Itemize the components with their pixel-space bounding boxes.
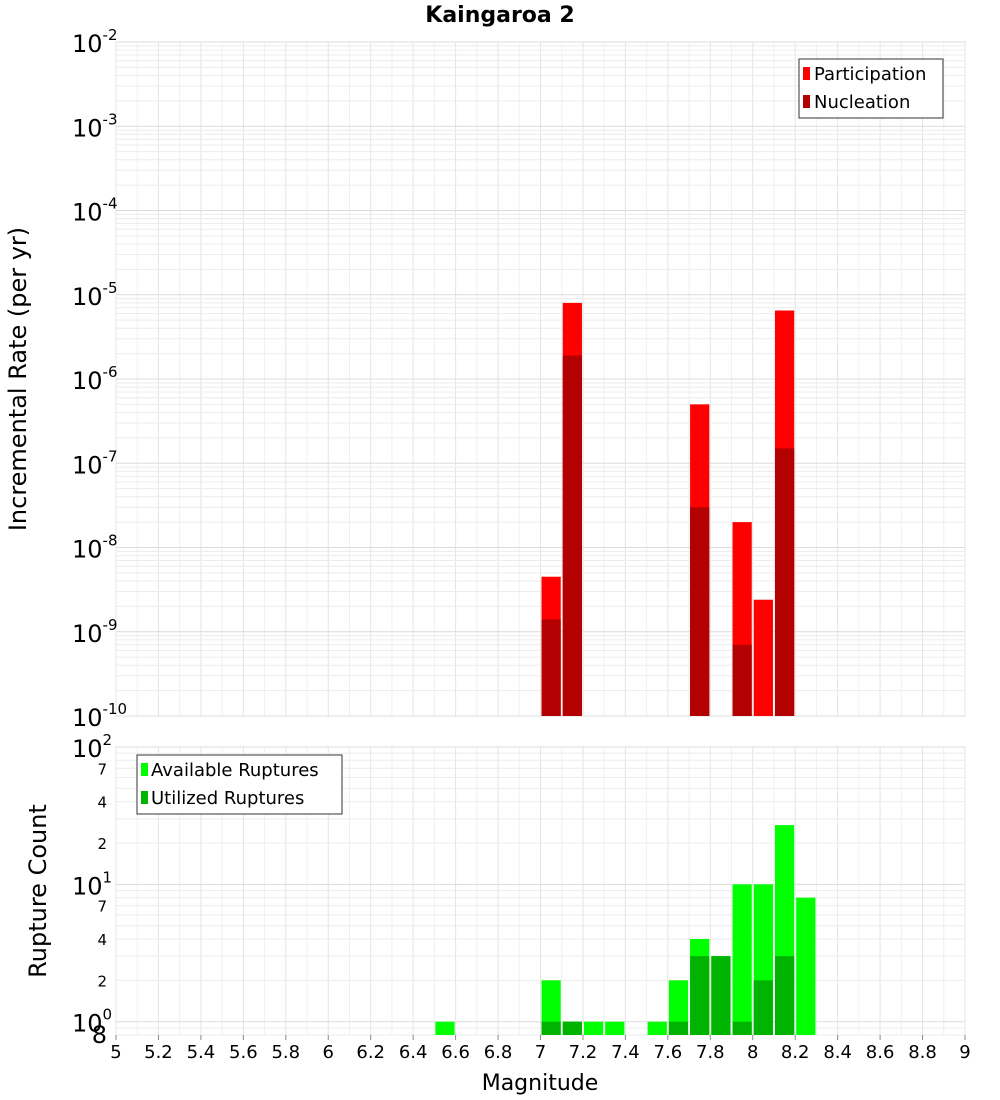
- bar: [690, 956, 710, 1035]
- x-tick-label: 9: [959, 1042, 970, 1063]
- y-minor-tick-label: 4: [97, 794, 107, 812]
- x-axis-label: Magnitude: [482, 1071, 599, 1096]
- y-tick-label: 10-8: [72, 532, 118, 564]
- y-minor-tick-label: 7: [97, 760, 107, 778]
- bar: [796, 897, 816, 1035]
- bar: [435, 1021, 455, 1035]
- top-y-axis-label: Incremental Rate (per yr): [4, 227, 32, 531]
- bottom-panel: 100 101 102 2 4 7 2 4 7 8 Rupture Count Available…: [24, 731, 966, 1049]
- x-tick-label: 5.8: [271, 1042, 300, 1063]
- x-tick-label: 8.6: [866, 1042, 895, 1063]
- y-tick-label: 10-3: [72, 110, 118, 142]
- bottom-bars: [435, 825, 816, 1035]
- bar: [774, 956, 795, 1035]
- bar: [732, 1021, 752, 1035]
- y-minor-tick-label: 8: [92, 1021, 107, 1049]
- y-tick-label: 102: [72, 731, 112, 763]
- y-tick-label: 101: [72, 868, 112, 900]
- bar: [541, 980, 561, 1035]
- bottom-legend-box: [136, 754, 343, 815]
- legend-utilized-ruptures: Utilized Ruptures: [151, 788, 304, 809]
- top-panel: 10-10 10-9 10-8 10-7 10-6 10-5 10-4 10-3 10-2 In…: [4, 26, 966, 732]
- bar: [668, 980, 689, 1035]
- bar: [562, 355, 582, 716]
- bar: [774, 448, 795, 716]
- y-tick-label: 10-6: [72, 363, 118, 395]
- x-tick-label: 5.2: [144, 1042, 173, 1063]
- bar: [732, 884, 752, 1035]
- x-tick-label: 8.2: [781, 1042, 810, 1063]
- nucleation-swatch: [803, 95, 810, 108]
- x-tick-label: 5.6: [229, 1042, 258, 1063]
- bottom-y-axis-label: Rupture Count: [24, 804, 52, 978]
- x-tick-label: 6: [323, 1042, 334, 1063]
- bar: [732, 644, 752, 716]
- x-tick-label: 7.4: [611, 1042, 640, 1063]
- x-tick-label: 5: [110, 1042, 121, 1063]
- bar: [647, 1021, 667, 1035]
- bar: [583, 1021, 604, 1035]
- x-tick-label: 6.8: [484, 1042, 513, 1063]
- x-tick-label: 7.6: [654, 1042, 683, 1063]
- y-tick-label: 10-10: [72, 700, 127, 732]
- x-tick-label: 6.4: [399, 1042, 428, 1063]
- y-tick-label: 10-7: [72, 447, 118, 479]
- chart-title: Kaingaroa 2: [425, 3, 574, 28]
- top-legend-box: [798, 58, 944, 119]
- bottom-legend: Available Ruptures Utilized Ruptures: [136, 754, 343, 815]
- x-tick-label: 5.4: [187, 1042, 216, 1063]
- top-bars: [541, 302, 795, 716]
- bar: [690, 507, 710, 716]
- x-tick-label: 8: [747, 1042, 758, 1063]
- y-tick-label: 100: [72, 1006, 112, 1038]
- x-tick-label: 6.6: [441, 1042, 470, 1063]
- bar: [753, 599, 773, 716]
- y-minor-tick-label: 7: [97, 898, 107, 916]
- bar: [605, 1021, 625, 1035]
- bar: [541, 1021, 561, 1035]
- top-y-tick-labels: 10-10 10-9 10-8 10-7 10-6 10-5 10-4 10-3 10-2: [72, 26, 127, 732]
- x-tick-labels: 5 5.2 5.4 5.6 5.8 6 6.2 6.4 6.6 6.8 7 7.2 7.4 7.6 7.8 8…: [110, 1035, 971, 1063]
- bar: [668, 1021, 689, 1035]
- y-minor-tick-label: 2: [97, 835, 107, 853]
- legend-nucleation: Nucleation: [814, 92, 910, 113]
- bar: [711, 956, 731, 1035]
- x-tick-label: 7.2: [569, 1042, 598, 1063]
- y-tick-label: 10-4: [72, 195, 118, 227]
- x-tick-label: 7: [535, 1042, 546, 1063]
- y-tick-label: 10-2: [72, 26, 118, 58]
- y-minor-tick-label: 2: [97, 972, 107, 990]
- legend-participation: Participation: [814, 64, 926, 85]
- legend-available-ruptures: Available Ruptures: [151, 760, 319, 781]
- y-tick-label: 10-9: [72, 616, 118, 648]
- utilized-swatch: [141, 791, 148, 804]
- bar: [753, 980, 773, 1035]
- top-gridlines: [115, 41, 966, 717]
- bar: [562, 1021, 582, 1035]
- participation-swatch: [803, 67, 810, 80]
- bar: [541, 619, 561, 716]
- available-swatch: [141, 763, 148, 776]
- y-tick-label: 10-5: [72, 279, 118, 311]
- top-legend: Participation Nucleation: [798, 58, 944, 119]
- y-minor-tick-label: 4: [97, 931, 107, 949]
- x-tick-label: 7.8: [696, 1042, 725, 1063]
- x-tick-label: 6.2: [356, 1042, 385, 1063]
- x-tick-label: 8.4: [823, 1042, 852, 1063]
- x-tick-label: 8.8: [908, 1042, 937, 1063]
- bottom-y-tick-labels: 100 101 102 2 4 7 2 4 7 8: [72, 731, 112, 1049]
